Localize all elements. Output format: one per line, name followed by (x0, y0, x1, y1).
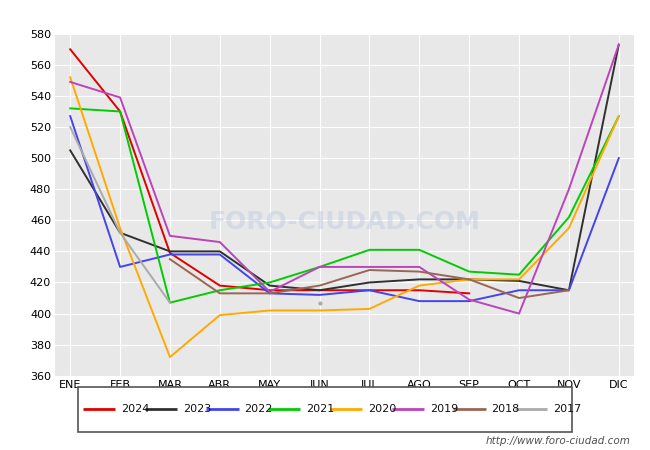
Text: 2019: 2019 (430, 405, 458, 414)
Text: 2023: 2023 (183, 405, 211, 414)
Text: 2020: 2020 (368, 405, 396, 414)
Text: 2018: 2018 (491, 405, 520, 414)
Text: Afiliados en Baños de la Encina a 30/9/2024: Afiliados en Baños de la Encina a 30/9/2… (143, 8, 507, 26)
Text: 2022: 2022 (244, 405, 273, 414)
Text: 2021: 2021 (306, 405, 335, 414)
Text: 2024: 2024 (121, 405, 150, 414)
Text: http://www.foro-ciudad.com: http://www.foro-ciudad.com (486, 436, 630, 446)
Text: 2017: 2017 (553, 405, 582, 414)
Text: FORO-CIUDAD.COM: FORO-CIUDAD.COM (209, 210, 480, 234)
